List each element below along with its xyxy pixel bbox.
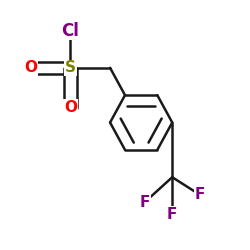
Text: O: O <box>24 60 37 75</box>
Text: Cl: Cl <box>61 22 79 40</box>
Text: F: F <box>167 207 177 222</box>
Text: O: O <box>64 100 77 115</box>
Text: F: F <box>194 187 205 202</box>
Text: S: S <box>65 60 76 75</box>
Text: F: F <box>140 194 150 210</box>
